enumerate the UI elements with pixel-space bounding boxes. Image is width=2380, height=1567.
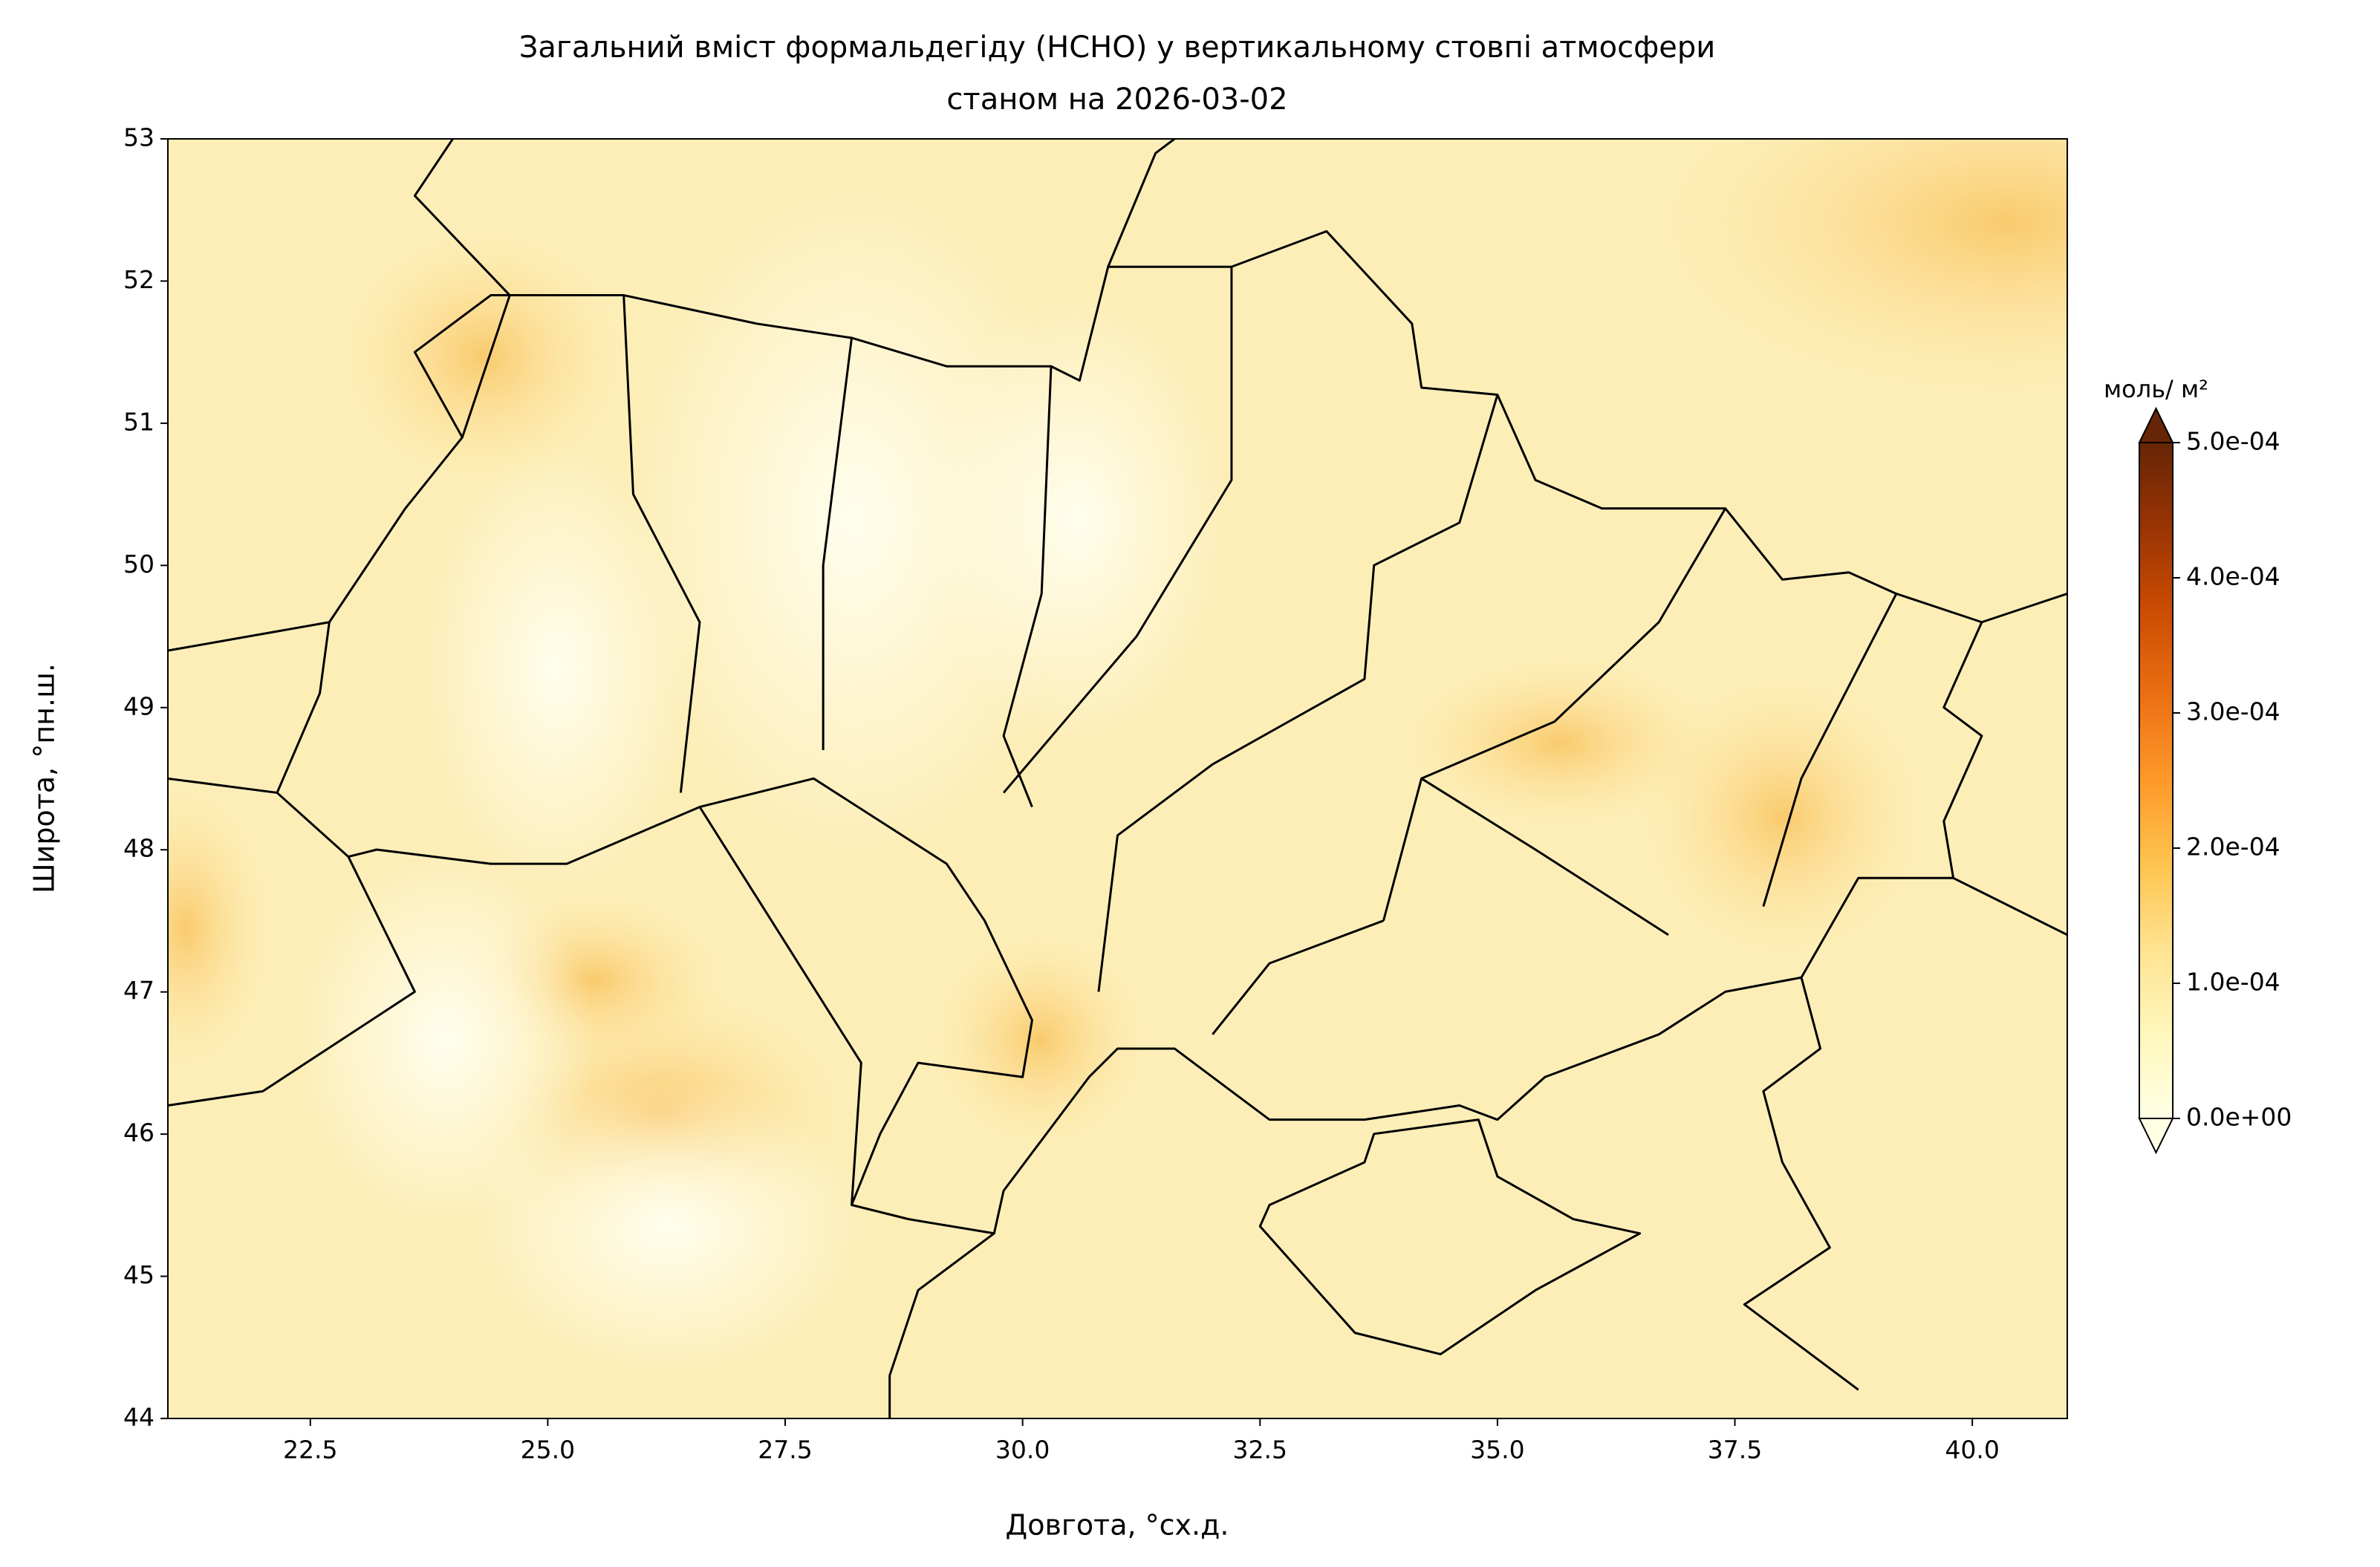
y-tick-label: 48 <box>123 834 155 863</box>
y-tick-label: 44 <box>123 1403 155 1432</box>
y-tick-label: 45 <box>123 1260 155 1289</box>
y-tick-label: 52 <box>123 265 155 294</box>
colorbar-extend-max <box>2138 406 2174 443</box>
y-tick-label: 46 <box>123 1118 155 1147</box>
chart-title: Загальний вміст формальдегіду (HCHO) у в… <box>519 30 1716 65</box>
x-tick-label: 35.0 <box>1470 1436 1524 1465</box>
y-tick-label: 49 <box>123 691 155 720</box>
colorbar-label: моль/ м² <box>2104 375 2208 403</box>
y-axis-label: Широта, °пн.ш. <box>28 663 61 893</box>
axes-frame <box>167 138 2068 1419</box>
x-tick-label: 40.0 <box>1945 1436 1999 1465</box>
colorbar-tick-label: 2.0e-04 <box>2186 833 2280 861</box>
x-tick-label: 27.5 <box>758 1436 812 1465</box>
x-tick-label: 32.5 <box>1233 1436 1287 1465</box>
x-tick-label: 22.5 <box>283 1436 337 1465</box>
colorbar-tick-label: 4.0e-04 <box>2186 562 2280 591</box>
x-tick-label: 25.0 <box>521 1436 575 1465</box>
y-tick-label: 47 <box>123 976 155 1005</box>
colorbar <box>2139 442 2173 1119</box>
colorbar-tick-label: 1.0e-04 <box>2186 968 2280 997</box>
y-tick-label: 50 <box>123 550 155 579</box>
y-tick-label: 51 <box>123 407 155 436</box>
colorbar-tick-label: 0.0e+00 <box>2186 1103 2292 1132</box>
borders <box>168 139 2067 1418</box>
y-tick-label: 53 <box>123 123 155 152</box>
colorbar-tick-label: 5.0e-04 <box>2186 427 2280 456</box>
colorbar-tick-label: 3.0e-04 <box>2186 697 2280 726</box>
chart-subtitle: станом на 2026-03-02 <box>946 82 1287 117</box>
x-tick-label: 30.0 <box>995 1436 1050 1465</box>
colorbar-extend-min <box>2138 1118 2174 1155</box>
x-axis-label: Довгота, °сх.д. <box>1006 1509 1229 1542</box>
x-tick-label: 37.5 <box>1708 1436 1762 1465</box>
field <box>168 139 2067 1418</box>
